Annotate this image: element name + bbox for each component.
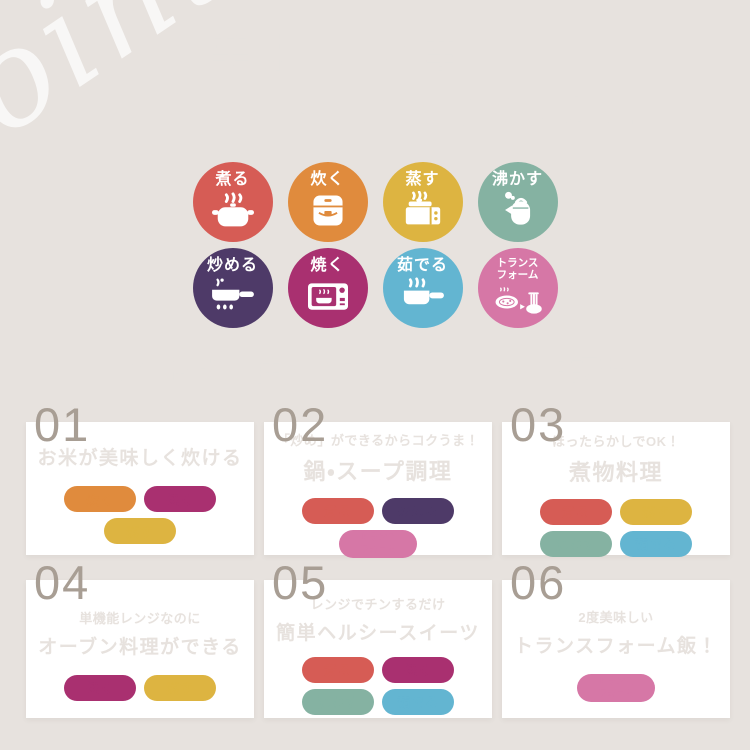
card-subheading: レンジでチンするだけ: [310, 596, 446, 612]
saucepan-icon: [403, 277, 444, 305]
badge-stir-fry: 炒める: [382, 497, 454, 524]
badge-steam: 蒸す: [620, 498, 692, 525]
feature-card-04: 04 単機能レンジなのに オーブン料理ができる 焼く 蒸す: [26, 559, 254, 718]
page-title-line2: マグポットだからできること: [109, 90, 641, 134]
function-circle-simmer: 煮る: [192, 162, 273, 242]
badge-transform-line2: フォーム: [598, 687, 634, 698]
badge-boil-water: 沸かす: [302, 688, 374, 715]
pot-icon: [211, 192, 254, 227]
frying-pan-icon: [211, 278, 254, 310]
feature-card-01: 01 お米が美味しく炊ける 炊く 焼く 蒸す: [26, 401, 254, 555]
badge-boil: 茹でる: [620, 530, 692, 557]
card-number: 06: [510, 556, 567, 609]
badge-cook-rice: 炊く: [64, 486, 136, 512]
toaster-oven-icon: [307, 283, 348, 311]
card-heading: 鍋・スープ調理: [303, 458, 453, 484]
badge-transform-line1: トランス: [360, 532, 396, 543]
badge-boil: 茹でる: [382, 688, 454, 715]
feature-card-02: 02 「炒め」ができるからコクうま！ 鍋・スープ調理 煮る 炒める トランス フ…: [264, 401, 492, 558]
badge-simmer: 煮る: [540, 498, 612, 525]
card-heading: トランスフォーム飯！: [513, 635, 719, 657]
kettle-icon: [504, 192, 530, 226]
badge-list: 煮る 炒める トランス フォーム: [264, 497, 492, 558]
card-number: 05: [272, 556, 329, 609]
badge-steam: 蒸す: [104, 518, 176, 544]
badge-boil-water: 沸かす: [540, 530, 612, 557]
badge-transform: トランス フォーム: [339, 529, 417, 558]
badge-bake: 焼く: [382, 656, 454, 683]
function-label-transform-line2: フォーム: [496, 269, 539, 282]
badge-transform: トランス フォーム: [577, 673, 655, 702]
function-circle-boil: 茹でる: [382, 248, 463, 328]
badge-list: 煮る 蒸す 沸かす 茹でる: [528, 498, 704, 557]
card-subheading: 「炒め」ができるからコクうま！: [276, 432, 480, 448]
function-label-transform: トランス フォーム: [497, 257, 539, 281]
badge-list: 焼く 蒸す: [64, 674, 216, 701]
page-title-line1: 美味しさが違う！: [210, 33, 539, 76]
function-circle-cook-rice: 炊く: [287, 162, 368, 242]
function-grid: 煮る 炊く: [0, 162, 750, 328]
card-number: 01: [34, 398, 91, 451]
transform-icon: [495, 287, 542, 314]
function-row-2: 炒める 焼く: [0, 248, 750, 328]
badge-steam: 蒸す: [144, 674, 216, 701]
badge-bake: 焼く: [144, 486, 216, 512]
function-row-1: 煮る 炊く: [0, 162, 750, 242]
feature-card-05: 05 レンジでチンするだけ 簡単ヘルシースイーツ 煮る 焼く 沸かす 茹でる: [264, 559, 492, 718]
page-title: 美味しさが違う！ マグポットだからできること: [0, 26, 750, 141]
card-heading: お米が美味しく炊ける: [37, 448, 243, 469]
card-subheading: ほったらかしでOK！: [551, 433, 681, 449]
badge-list: 煮る 焼く 沸かす 茹でる: [290, 656, 466, 715]
rice-cooker-icon: [312, 195, 343, 226]
function-circle-stir-fry: 炒める: [192, 248, 273, 328]
badge-simmer: 煮る: [302, 656, 374, 683]
function-label-stir-fry: 炒める: [206, 257, 258, 274]
badge-list: 炊く 焼く 蒸す: [52, 486, 228, 544]
card-heading: 簡単ヘルシースイーツ: [276, 622, 480, 644]
badge-transform-line2: フォーム: [360, 543, 396, 554]
function-circle-transform: トランス フォーム: [477, 248, 558, 328]
function-label-boil: 茹でる: [396, 257, 448, 274]
function-circle-boil-water: 沸かす: [477, 162, 558, 242]
badge-list: トランス フォーム: [577, 673, 655, 702]
function-label-cook-rice: 炊く: [310, 171, 345, 188]
function-label-simmer: 煮る: [215, 171, 250, 188]
badge-simmer: 煮る: [302, 497, 374, 524]
card-number: 04: [34, 556, 91, 609]
function-circle-steam: 蒸す: [382, 162, 463, 242]
badge-transform-line1: トランス: [598, 676, 634, 687]
feature-card-06: 06 2度美味しい トランスフォーム飯！ トランス フォーム: [502, 559, 730, 718]
card-heading: 煮物料理: [568, 459, 663, 485]
function-label-steam: 蒸す: [405, 171, 440, 188]
card-number: 03: [510, 398, 567, 451]
function-label-transform-line1: トランス: [496, 257, 539, 269]
function-circle-bake: 焼く: [287, 248, 368, 328]
card-number: 02: [272, 398, 329, 451]
function-label-boil-water: 沸かす: [491, 171, 543, 188]
feature-card-03: 03 ほったらかしでOK！ 煮物料理 煮る 蒸す 沸かす 茹でる: [502, 401, 730, 557]
card-subheading: 2度美味しい: [578, 609, 654, 625]
card-subheading: 単機能レンジなのに: [79, 610, 201, 626]
subtitle: 8つの機能を使って電子レンジで本格調理！: [91, 355, 659, 386]
card-heading: オーブン料理ができる: [38, 636, 242, 658]
cards-grid: 01 お米が美味しく炊ける 炊く 焼く 蒸す 02 「炒め」ができるからコクうま…: [26, 401, 730, 718]
function-label-bake: 焼く: [310, 257, 345, 274]
badge-bake: 焼く: [64, 674, 136, 701]
steamer-icon: [405, 191, 440, 225]
